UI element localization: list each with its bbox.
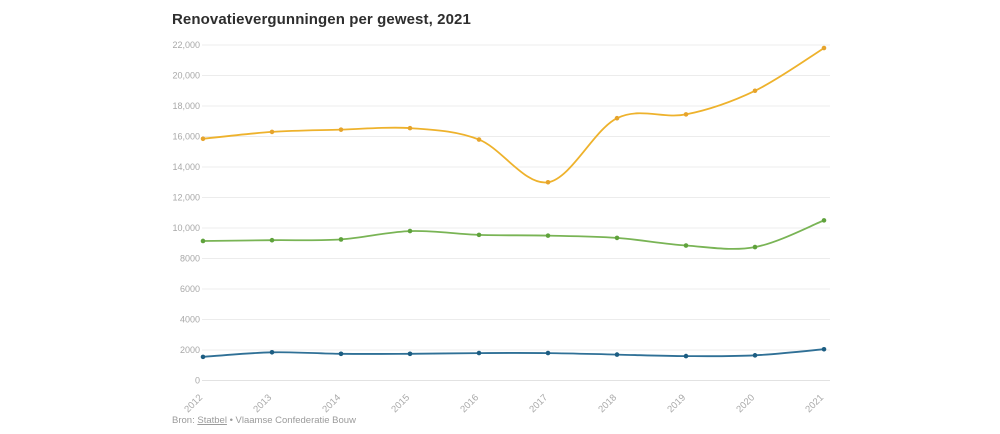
data-point-yellow[interactable] bbox=[407, 125, 413, 131]
data-point-blue[interactable] bbox=[200, 354, 206, 360]
y-axis-labels: 0 2000 4000 6000 8000 10,000 12,000 14,000 16,00… bbox=[172, 40, 200, 386]
x-axis-labels: 2012 2013 2014 2015 2016 2017 2018 2019 2020 2021 bbox=[182, 392, 826, 415]
series-blue bbox=[200, 346, 827, 360]
data-point-yellow[interactable] bbox=[752, 88, 758, 94]
data-point-blue[interactable] bbox=[407, 351, 413, 357]
data-point-green[interactable] bbox=[338, 237, 344, 242]
x-tick-label: 2020 bbox=[734, 392, 757, 415]
y-tick-label: 2000 bbox=[180, 345, 200, 355]
series-green bbox=[200, 218, 827, 250]
data-point-yellow[interactable] bbox=[269, 129, 275, 135]
source-link-statbel[interactable]: Statbel bbox=[197, 415, 227, 426]
data-point-yellow[interactable] bbox=[476, 137, 482, 142]
data-point-green[interactable] bbox=[614, 235, 620, 241]
x-tick-label: 2018 bbox=[596, 392, 619, 415]
data-point-blue[interactable] bbox=[545, 350, 551, 356]
series-line-blue bbox=[202, 348, 825, 358]
x-tick-label: 2014 bbox=[320, 392, 343, 415]
y-tick-label: 8000 bbox=[180, 254, 200, 264]
x-tick-label: 2012 bbox=[182, 392, 205, 415]
data-point-blue[interactable] bbox=[338, 351, 344, 357]
chart-title: Renovatievergunningen per gewest, 2021 bbox=[172, 11, 471, 28]
series-line-yellow bbox=[202, 47, 825, 184]
y-tick-label: 18,000 bbox=[172, 101, 200, 111]
data-point-blue[interactable] bbox=[476, 350, 482, 356]
data-point-yellow[interactable] bbox=[200, 136, 206, 142]
y-tick-label: 10,000 bbox=[172, 223, 200, 233]
x-tick-label: 2016 bbox=[458, 392, 481, 415]
source-separator: • bbox=[226, 415, 236, 426]
y-tick-label: 4000 bbox=[180, 315, 200, 325]
data-point-green[interactable] bbox=[269, 237, 275, 243]
gridlines bbox=[202, 44, 830, 381]
data-point-yellow[interactable] bbox=[821, 45, 827, 51]
data-point-green[interactable] bbox=[200, 238, 206, 244]
source-publisher: Vlaamse Confederatie Bouw bbox=[235, 415, 356, 426]
data-point-green[interactable] bbox=[821, 218, 827, 223]
data-point-blue[interactable] bbox=[269, 349, 275, 355]
source-prefix: Bron: bbox=[172, 415, 198, 426]
y-tick-label: 20,000 bbox=[172, 71, 200, 81]
data-point-green[interactable] bbox=[683, 243, 689, 248]
chart-source: Bron: Statbel • Vlaamse Confederatie Bou… bbox=[172, 415, 356, 426]
data-point-blue[interactable] bbox=[821, 346, 827, 352]
x-tick-label: 2013 bbox=[251, 392, 274, 415]
data-point-yellow[interactable] bbox=[614, 115, 620, 121]
x-tick-label: 2021 bbox=[803, 392, 826, 415]
y-tick-label: 14,000 bbox=[172, 162, 200, 172]
series-yellow bbox=[200, 45, 827, 185]
data-point-green[interactable] bbox=[752, 244, 758, 250]
x-tick-label: 2015 bbox=[389, 392, 412, 415]
x-tick-label: 2017 bbox=[527, 392, 550, 415]
series-line-green bbox=[202, 219, 825, 250]
y-tick-label: 16,000 bbox=[172, 132, 200, 142]
y-tick-label: 22,000 bbox=[172, 40, 200, 50]
data-point-green[interactable] bbox=[545, 233, 551, 238]
data-point-yellow[interactable] bbox=[338, 127, 344, 132]
data-point-yellow[interactable] bbox=[545, 179, 551, 185]
y-tick-label: 12,000 bbox=[172, 193, 200, 203]
data-point-blue[interactable] bbox=[614, 352, 620, 357]
data-point-green[interactable] bbox=[407, 228, 413, 234]
data-point-blue[interactable] bbox=[683, 353, 689, 359]
y-tick-label: 0 bbox=[195, 376, 200, 386]
y-tick-label: 6000 bbox=[180, 284, 200, 294]
data-point-blue[interactable] bbox=[752, 353, 758, 358]
x-tick-label: 2019 bbox=[665, 392, 688, 415]
data-point-green[interactable] bbox=[476, 232, 482, 238]
data-point-yellow[interactable] bbox=[683, 112, 689, 117]
